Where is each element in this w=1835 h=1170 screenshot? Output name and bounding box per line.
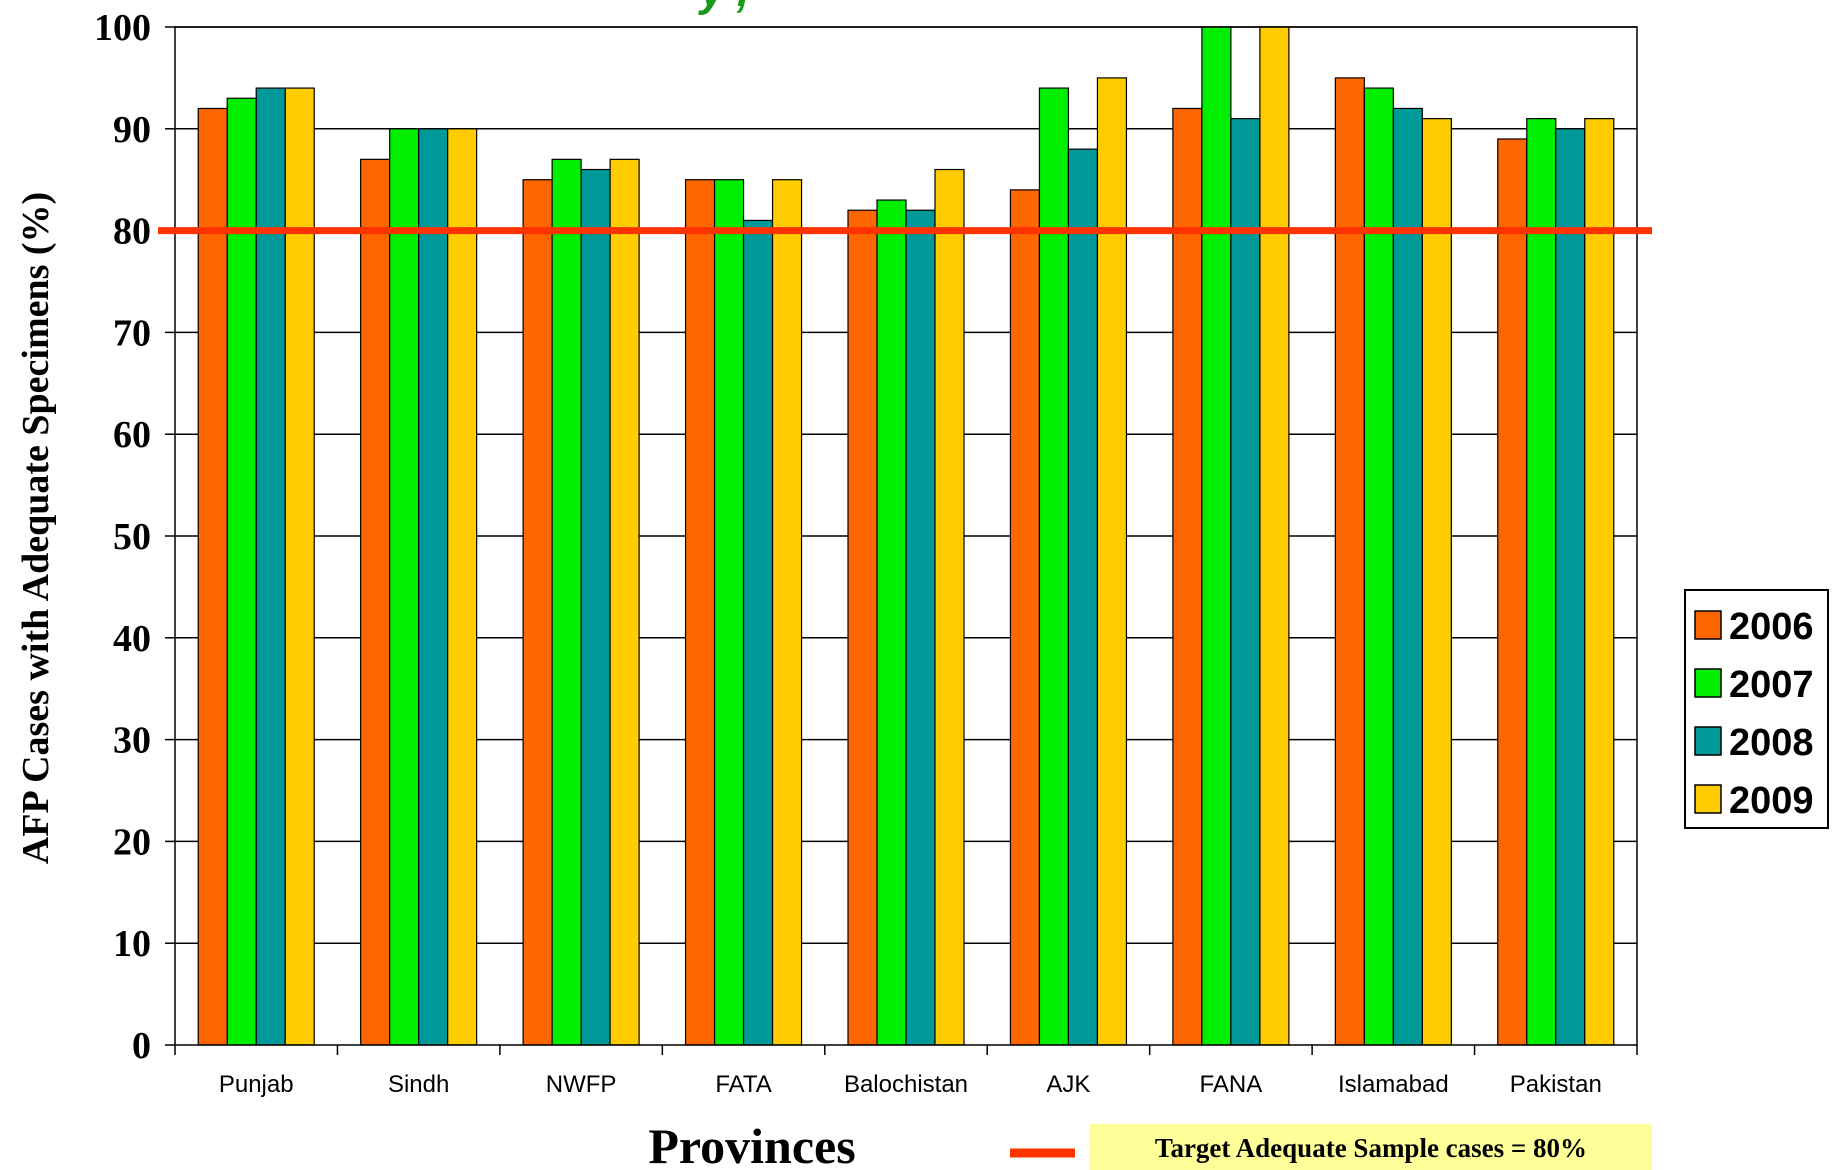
legend-label-2008: 2008 [1729,722,1814,764]
bar-2007-pakistan [1526,118,1557,1046]
x-tick-label: NWFP [546,1071,617,1098]
bar-2009-islamabad [1421,118,1452,1046]
bar-2009-balochistan [934,168,965,1046]
legend-label-2007: 2007 [1729,664,1814,706]
bar-2006-fana [1172,107,1203,1046]
y-tick-label: 90 [113,109,151,151]
y-tick-label: 30 [113,720,151,762]
legend-label-2006: 2006 [1729,606,1814,648]
target-label: Target Adequate Sample cases = 80% [1155,1133,1587,1163]
bar-2007-islamabad [1363,87,1394,1046]
bar-2007-fana [1201,26,1232,1046]
legend-swatch-2008 [1694,726,1722,756]
bar-2006-sindh [360,158,391,1046]
y-tick-label: 10 [113,923,151,965]
y-tick-label: 20 [113,821,151,863]
x-tick-label: Pakistan [1510,1071,1602,1098]
bar-2006-ajk [1009,189,1041,1046]
bar-2008-pakistan [1555,128,1586,1046]
bar-2009-fana [1259,26,1290,1046]
bar-2007-punjab [226,97,257,1046]
bar-2006-punjab [197,107,228,1046]
x-tick-label: Sindh [388,1071,449,1098]
legend-swatch-2006 [1694,610,1722,640]
y-tick-label: 70 [113,312,151,354]
x-tick-label: Punjab [219,1071,294,1098]
y-tick-label: 60 [113,414,151,456]
x-tick-label: FANA [1200,1071,1263,1098]
x-tick-label: Balochistan [844,1071,968,1098]
bar-2008-sindh [418,128,449,1046]
legend-swatch-2009 [1694,784,1722,814]
y-tick-label: 100 [94,7,151,49]
bar-2007-sindh [389,128,420,1046]
x-tick-label: FATA [715,1071,771,1098]
x-tick-label: AJK [1046,1071,1090,1098]
ticks-layer: 0 10 20 30 40 50 60 70 80 90 100 Punjab Sindh NWFP FAT… [94,7,1638,1098]
y-tick-label: 50 [113,516,151,558]
y-tick-label: 0 [132,1025,151,1067]
bar-2008-nwfp [580,168,611,1046]
x-axis-label: Provinces [648,1118,855,1170]
title-fragment: y , [698,0,749,16]
bar-2006-nwfp [522,179,553,1046]
target-label-box [1090,1124,1652,1170]
chart-title-layer: y , [698,0,749,16]
bar-2009-ajk [1096,77,1128,1046]
bar-2006-pakistan [1497,138,1528,1046]
bar-2006-islamabad [1334,77,1365,1046]
legend-swatch-2007 [1694,668,1722,698]
bar-2008-islamabad [1392,107,1423,1046]
bar-2009-fata [771,179,803,1046]
bars-layer [197,26,1615,1046]
target-layer: Target Adequate Sample cases = 80% [158,227,1652,1170]
bar-2009-punjab [284,87,315,1046]
legend-label-2009: 2009 [1729,780,1814,822]
bar-2008-fana [1230,118,1261,1046]
bar-2008-balochistan [905,209,936,1046]
bar-2007-nwfp [551,158,582,1046]
bar-2008-ajk [1067,148,1099,1046]
x-tick-label: Islamabad [1338,1071,1449,1098]
bar-2008-fata [742,219,774,1046]
bar-2009-sindh [447,128,478,1046]
y-tick-label: 80 [113,211,151,253]
bar-2007-balochistan [876,199,907,1046]
y-tick-label: 40 [113,618,151,660]
bar-2009-pakistan [1584,118,1615,1046]
bar-2006-balochistan [847,209,878,1046]
legend: 2006 2007 2008 2009 [1684,589,1829,829]
bar-2006-fata [684,179,716,1046]
y-axis-label: AFP Cases with Adequate Specimens (%) [15,192,57,864]
bar-2007-fata [713,179,745,1046]
bar-2009-nwfp [609,158,640,1046]
